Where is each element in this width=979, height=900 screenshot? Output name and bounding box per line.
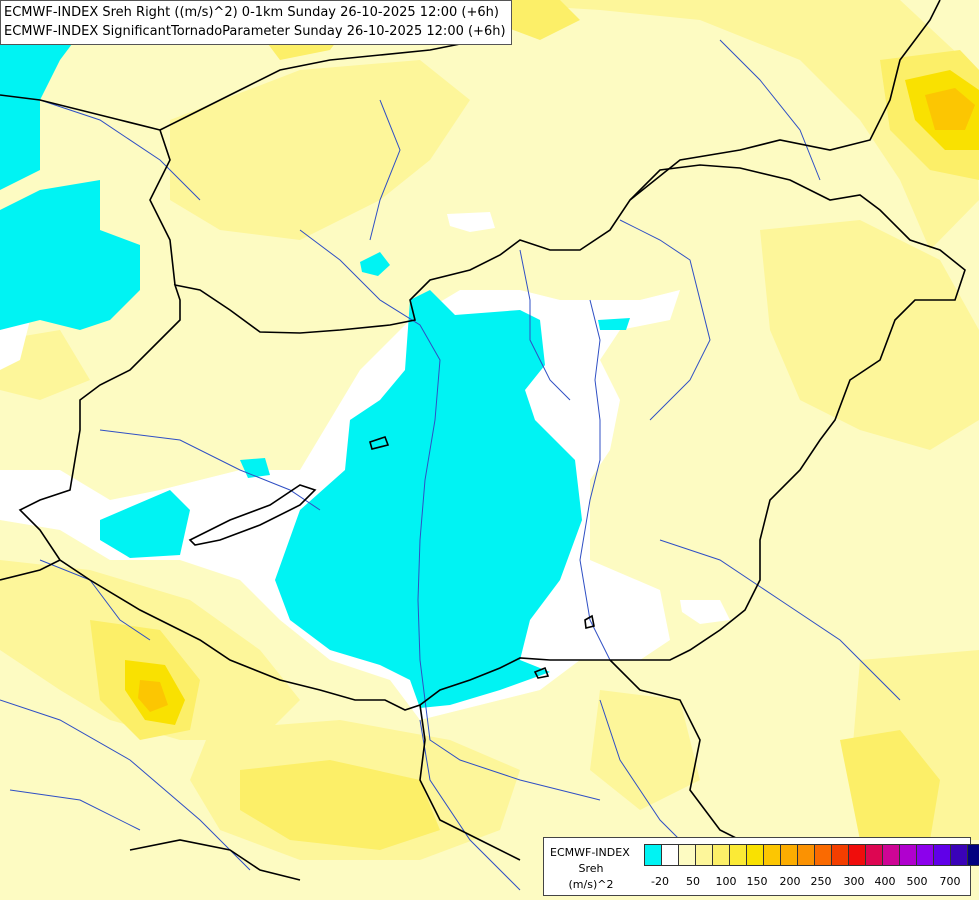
legend-swatch — [712, 844, 730, 866]
legend-ticks: -20 50 100 150 200 250 300 400 500 700 — [544, 875, 972, 889]
legend-tick-label: 150 — [746, 875, 768, 888]
legend-swatch — [933, 844, 951, 866]
cyan-shading — [0, 0, 630, 708]
legend-swatch — [899, 844, 917, 866]
legend-tick-label: -20 — [651, 875, 669, 888]
legend-swatch — [746, 844, 764, 866]
legend-swatch — [695, 844, 713, 866]
title-line-2: ECMWF-INDEX SignificantTornadoParameter … — [4, 24, 506, 39]
legend-swatch — [644, 844, 662, 866]
legend-tick-label: 500 — [906, 875, 928, 888]
country-borders — [0, 0, 966, 881]
legend-swatch — [916, 844, 934, 866]
yellow-shading — [0, 0, 979, 860]
legend-unit: (m/s)^2 — [568, 878, 614, 891]
legend-swatch — [865, 844, 883, 866]
legend-swatch — [729, 844, 747, 866]
legend-tick-label: 250 — [810, 875, 832, 888]
legend-swatch — [831, 844, 849, 866]
legend-swatch — [678, 844, 696, 866]
legend-tick-label: 300 — [843, 875, 865, 888]
legend-name: ECMWF-INDEX — [550, 846, 630, 859]
color-legend: ECMWF-INDEX Sreh (m/s)^2 -20 50 100 150 200 2… — [543, 837, 979, 896]
legend-swatch — [882, 844, 900, 866]
legend-swatch — [797, 844, 815, 866]
legend-tick-label: 400 — [874, 875, 896, 888]
title-line-1: ECMWF-INDEX Sreh Right ((m/s)^2) 0-1km S… — [4, 5, 499, 20]
legend-tick-label: 100 — [715, 875, 737, 888]
legend-swatch — [848, 844, 866, 866]
legend-variable: Sreh — [578, 862, 604, 875]
legend-tick-label: 50 — [686, 875, 700, 888]
legend-tick-label: 700 — [939, 875, 961, 888]
legend-tick-label: 200 — [779, 875, 801, 888]
legend-swatch — [780, 844, 798, 866]
legend-swatch — [763, 844, 781, 866]
legend-swatch — [814, 844, 832, 866]
legend-swatch — [967, 844, 979, 866]
orange-shading — [138, 88, 975, 712]
legend-swatches — [644, 844, 979, 866]
legend-swatch — [661, 844, 679, 866]
map-title-box: ECMWF-INDEX Sreh Right ((m/s)^2) 0-1km S… — [0, 0, 512, 45]
legend-swatch — [950, 844, 968, 866]
